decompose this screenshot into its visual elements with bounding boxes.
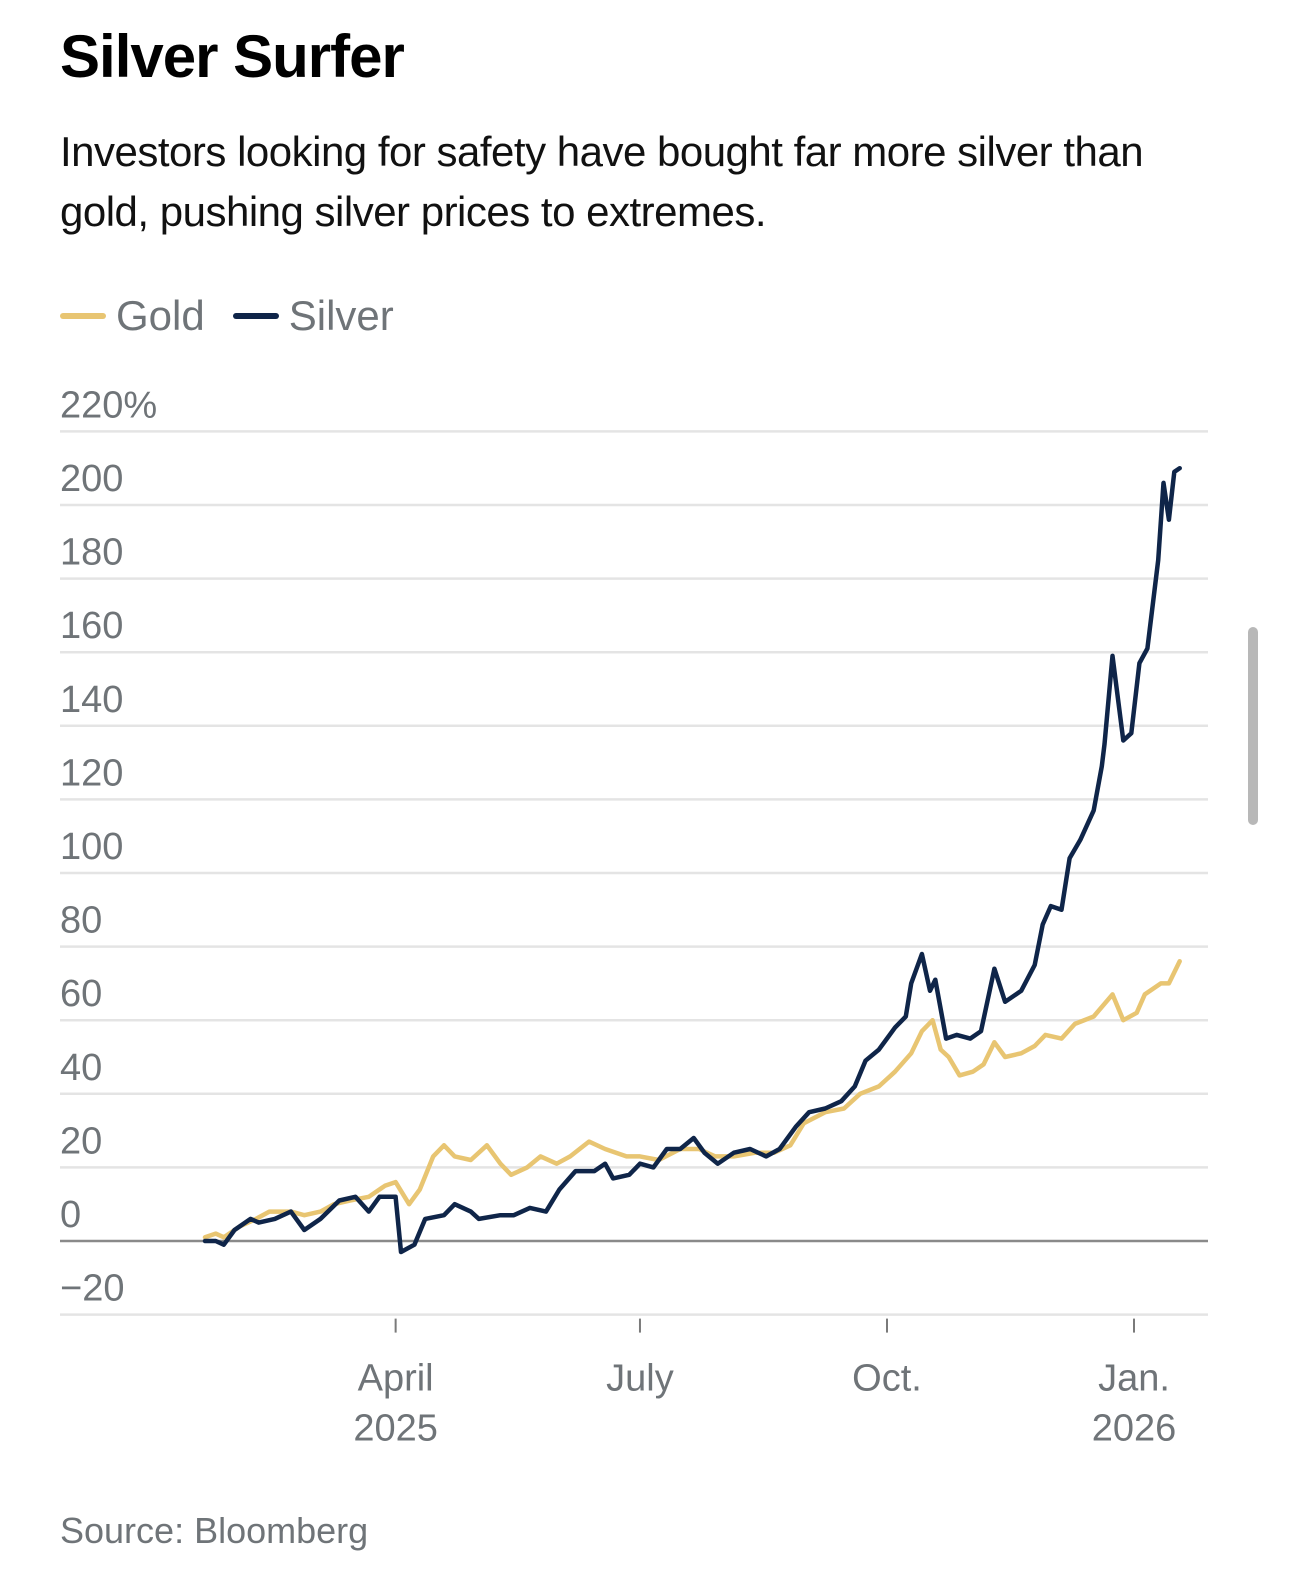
y-tick-label: 20 — [60, 1120, 102, 1162]
y-tick-label: 220% — [60, 384, 157, 426]
series-line-silver — [202, 465, 1182, 1255]
legend-item-silver: Silver — [232, 292, 394, 340]
source-note: Source: Bloomberg — [60, 1510, 369, 1551]
y-tick-label: 120 — [60, 752, 123, 794]
gridlines — [60, 430, 1208, 1316]
y-tick-label: −20 — [60, 1268, 124, 1310]
y-tick-label: 180 — [60, 532, 123, 574]
vertical-scrollbar[interactable] — [1248, 627, 1258, 825]
y-tick-label: 0 — [60, 1194, 81, 1236]
y-tick-label: 100 — [60, 826, 123, 868]
y-tick-label: 40 — [60, 1047, 102, 1089]
y-tick-label: 80 — [60, 900, 102, 942]
y-tick-label: 140 — [60, 679, 123, 721]
x-tick-sublabel: 2025 — [353, 1408, 438, 1450]
legend-item-gold: Gold — [60, 292, 205, 340]
x-tick-label: Oct. — [852, 1358, 922, 1400]
legend-label-gold: Gold — [116, 292, 205, 339]
y-tick-label: 200 — [60, 458, 123, 500]
chart-subtitle: Investors looking for safety have bought… — [60, 128, 1144, 235]
y-tick-label: 60 — [60, 973, 102, 1015]
x-tick-label: July — [606, 1358, 674, 1400]
x-tick-label: Jan. — [1098, 1358, 1170, 1400]
x-axis: April 2025 July Oct. Jan. 2026 — [353, 1318, 1177, 1450]
x-tick-label: April — [358, 1358, 434, 1400]
legend-label-silver: Silver — [288, 292, 394, 339]
legend: Gold Silver — [60, 292, 422, 340]
legend-swatch-gold — [60, 313, 106, 319]
legend-swatch-silver — [232, 313, 279, 319]
y-tick-label: 160 — [60, 605, 123, 647]
series-lines — [202, 465, 1182, 1255]
chart-title: Silver Surfer — [60, 23, 405, 90]
x-tick-sublabel: 2026 — [1092, 1408, 1177, 1450]
